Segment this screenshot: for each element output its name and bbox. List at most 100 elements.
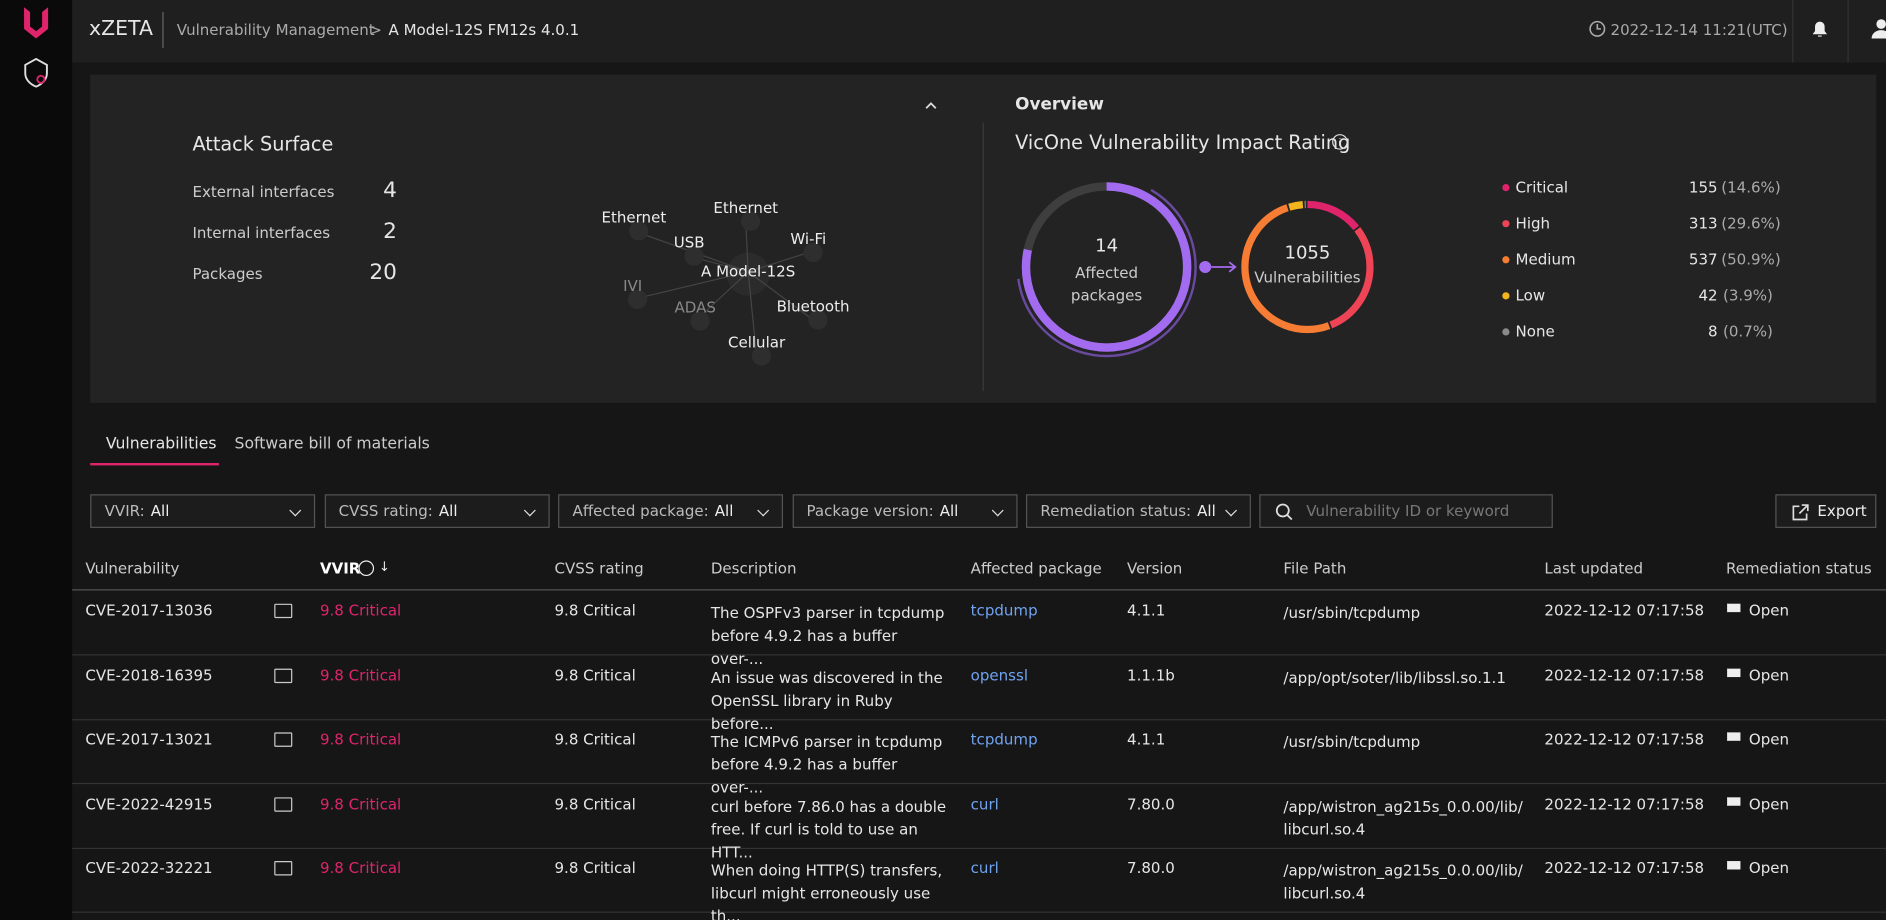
- divider: [162, 12, 164, 49]
- cell: 2022-12-12 07:17:58: [1544, 729, 1705, 749]
- detail-icon[interactable]: [274, 732, 293, 747]
- cell[interactable]: openssl: [970, 665, 1029, 684]
- column-header[interactable]: Last updated: [1544, 559, 1644, 578]
- cell[interactable]: curl: [970, 794, 999, 813]
- node-label: Ethernet: [602, 208, 667, 226]
- node-label: Cellular: [728, 334, 786, 352]
- chevron: [991, 504, 1004, 517]
- cell: 2022-12-12 07:17:58: [1544, 794, 1705, 813]
- cell: Open: [1748, 601, 1790, 620]
- tab[interactable]: Software bill of materials: [234, 435, 430, 454]
- surface-label: Packages: [192, 264, 263, 283]
- detail-icon[interactable]: [274, 603, 293, 619]
- sidebar: [0, 0, 73, 920]
- cell: 9.8 Critical: [319, 665, 402, 684]
- surface-value: 20: [369, 259, 397, 286]
- user-icon[interactable]: [1871, 17, 1886, 41]
- cell: /usr/sbin/tcpdump: [1283, 732, 1421, 751]
- cell: 1.1.1b: [1127, 665, 1175, 684]
- collapse-icon[interactable]: [924, 100, 938, 112]
- header-rule: [72, 589, 1886, 591]
- cell: 9.8 Critical: [319, 858, 402, 877]
- surface-label: External interfaces: [192, 182, 335, 201]
- legend-count: 155: [1688, 177, 1718, 197]
- column-header[interactable]: Version: [1127, 559, 1183, 578]
- info-icon[interactable]: [1331, 133, 1348, 150]
- legend-dot: [1502, 220, 1510, 228]
- cell: 9.8 Critical: [554, 729, 636, 749]
- breadcrumb-link[interactable]: Vulnerability Management: [176, 20, 375, 39]
- cell: Open: [1748, 665, 1790, 684]
- overview-title: Overview: [1015, 95, 1104, 115]
- filter-dropdown[interactable]: Affected package: All: [558, 494, 784, 528]
- cell: Open: [1748, 794, 1790, 813]
- cell: /app/wistron_ag215s_0.0.00/lib/libcurl.s…: [1283, 796, 1523, 838]
- filter-dropdown[interactable]: Remediation status: All: [1025, 494, 1251, 528]
- flag-icon: [1727, 732, 1741, 741]
- packages-count: 14: [1095, 234, 1119, 257]
- clock-icon: [1589, 20, 1606, 37]
- filter-dropdown[interactable]: VVIR: All: [90, 494, 316, 528]
- edge: [747, 271, 814, 321]
- column-header[interactable]: Remediation status: [1726, 559, 1872, 578]
- filter-dropdown[interactable]: Package version: All: [792, 494, 1017, 528]
- search-input[interactable]: Vulnerability ID or keyword: [1259, 494, 1553, 528]
- divider: [982, 122, 984, 391]
- center-label: A Model-12S: [701, 263, 795, 281]
- column-header[interactable]: Vulnerability: [85, 559, 180, 578]
- breadcrumb-sep: >: [369, 20, 382, 39]
- edge: [747, 251, 809, 273]
- cell: 9.8 Critical: [319, 794, 402, 813]
- filter-value: All: [1197, 501, 1216, 520]
- table-row: [72, 590, 1886, 656]
- cell: 2022-12-12 07:17:58: [1544, 858, 1705, 877]
- brand[interactable]: xZETA: [89, 16, 153, 41]
- filter-dropdown[interactable]: CVSS rating: All: [324, 494, 550, 528]
- filter-label: Affected package:: [572, 501, 709, 520]
- search-icon: [1275, 503, 1293, 521]
- column-header[interactable]: CVSS rating: [554, 559, 644, 578]
- filter-value: All: [714, 501, 734, 520]
- column-header[interactable]: Affected package: [970, 559, 1102, 578]
- tab-active[interactable]: Vulnerabilities: [105, 435, 217, 454]
- node-label: Ethernet: [713, 199, 778, 217]
- detail-icon[interactable]: [274, 668, 293, 683]
- cell[interactable]: curl: [970, 858, 999, 877]
- column-header[interactable]: File Path: [1283, 559, 1347, 578]
- impact-diagram: [1016, 176, 1374, 358]
- overview-subtitle: VicOne Vulnerability Impact Rating: [1015, 131, 1351, 154]
- cell: The OSPFv3 parser in tcpdump before 4.9.…: [710, 603, 945, 668]
- flag-icon: [1727, 861, 1741, 870]
- filter-value: All: [150, 501, 170, 520]
- cell[interactable]: tcpdump: [970, 601, 1038, 620]
- vulnerabilities-label: Vulnerabilities: [1254, 268, 1361, 287]
- cell[interactable]: tcpdump: [970, 729, 1038, 749]
- node: [627, 289, 648, 310]
- detail-icon[interactable]: [274, 796, 293, 812]
- detail-icon[interactable]: [274, 861, 293, 876]
- cell: 7.80.0: [1127, 794, 1175, 813]
- export-button[interactable]: Export: [1775, 494, 1877, 528]
- bell-icon[interactable]: [1809, 18, 1831, 40]
- timestamp: 2022-12-14 11:21(UTC): [1610, 20, 1788, 39]
- node: [690, 311, 710, 331]
- cell: 9.8 Critical: [319, 601, 402, 620]
- cell: When doing HTTP(S) transfers, libcurl mi…: [710, 861, 943, 920]
- sort-arrow: ↓: [378, 559, 390, 575]
- vvir-info-icon[interactable]: [358, 560, 375, 577]
- cell: 4.1.1: [1127, 729, 1166, 749]
- flag-icon: [1727, 668, 1741, 677]
- node: [684, 246, 704, 266]
- legend-name: None: [1515, 322, 1555, 341]
- cell: CVE-2018-16395: [85, 665, 213, 684]
- legend-count: 8: [1708, 322, 1718, 341]
- node: [740, 211, 761, 231]
- legend-count: 42: [1698, 286, 1718, 305]
- column-header[interactable]: VVIR: [319, 559, 361, 578]
- legend-count: 313: [1688, 214, 1718, 233]
- top-bar: [72, 0, 1886, 63]
- topology: Ethernet Ethernet USB Wi-Fi IVI ADAS Bluetooth…: [602, 199, 850, 366]
- cell: The ICMPv6 parser in tcpdump before 4.9.…: [710, 732, 943, 797]
- column-header[interactable]: Description: [710, 559, 797, 578]
